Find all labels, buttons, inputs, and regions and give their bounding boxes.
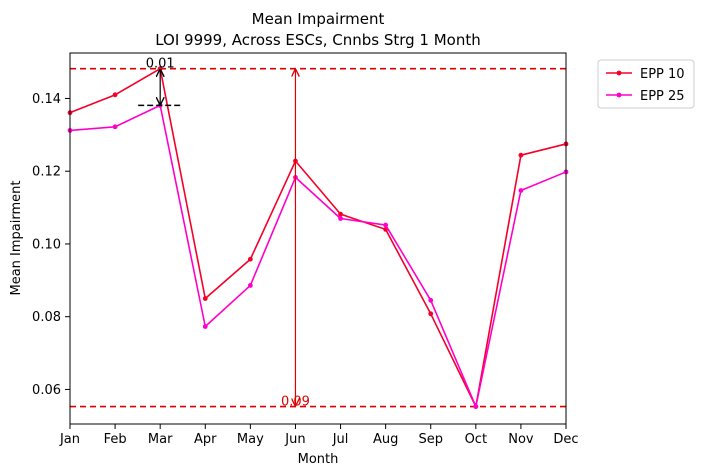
legend-marker	[616, 70, 622, 76]
legend-marker	[616, 92, 622, 98]
data-point	[338, 211, 343, 217]
x-tick-label: May	[237, 432, 264, 447]
legend-box	[597, 59, 695, 109]
data-point	[428, 311, 434, 317]
x-tick-label: Mar	[148, 432, 173, 447]
y-tick-label: 0.14	[32, 92, 61, 107]
data-point	[428, 297, 434, 303]
legend: EPP 10 EPP 25	[597, 59, 695, 109]
large-diff-label: 0.09	[281, 395, 310, 410]
data-point	[112, 124, 118, 130]
y-tick-label: 0.06	[32, 383, 61, 398]
data-point	[518, 188, 524, 193]
data-point	[202, 296, 208, 301]
series-line-2	[69, 104, 567, 408]
x-tick-label: Jun	[284, 432, 305, 447]
x-tick-label: Aug	[373, 432, 398, 447]
data-point	[518, 152, 524, 158]
legend-label: EPP 10	[640, 67, 685, 82]
y-axis-label: Mean Impairment	[9, 181, 24, 296]
plot-area: 0.01 0.09 Jan Feb Mar Apr May Jun Jul Aug Sep Oct No…	[32, 52, 579, 447]
data-point	[383, 222, 389, 228]
x-tick-label: Dec	[553, 432, 578, 447]
plot-frame	[69, 52, 567, 425]
data-point	[338, 216, 343, 221]
x-tick-label: Jan	[59, 432, 80, 447]
data-point	[473, 404, 479, 409]
x-tick-label: Jul	[332, 432, 349, 447]
series-line-1	[69, 67, 567, 408]
x-tick-label: Sep	[418, 432, 443, 447]
y-tick-label: 0.12	[32, 165, 61, 180]
small-diff-label: 0.01	[146, 57, 175, 72]
x-axis-label: Month	[298, 452, 339, 467]
x-tick-label: Apr	[194, 432, 217, 447]
data-point	[112, 92, 118, 98]
y-tick-label: 0.08	[32, 310, 61, 325]
chart-title: Mean Impairment	[252, 10, 385, 28]
data-point	[202, 324, 208, 329]
x-tick-label: Nov	[508, 432, 534, 447]
chart-subtitle: LOI 9999, Across ESCs, Cnnbs Strg 1 Mont…	[155, 31, 481, 49]
x-tick-label: Oct	[465, 432, 487, 447]
y-tick-label: 0.10	[32, 237, 61, 252]
data-point	[247, 283, 253, 288]
data-point	[247, 256, 253, 262]
x-tick-label: Feb	[104, 432, 127, 447]
legend-label: EPP 25	[640, 89, 685, 104]
